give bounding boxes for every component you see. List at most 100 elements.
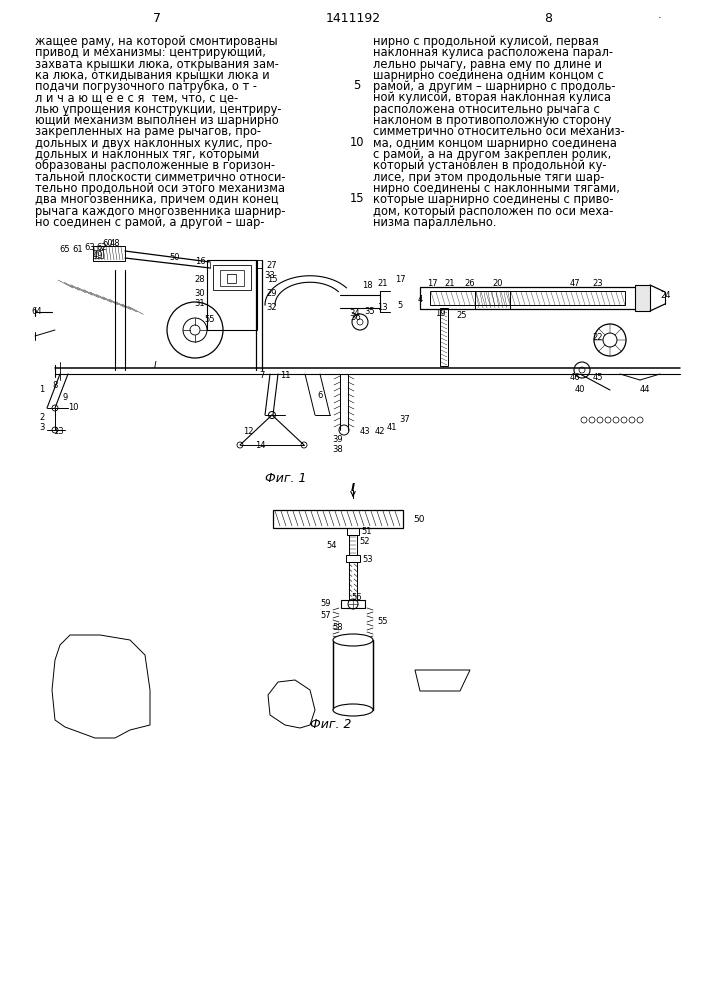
Bar (207, 260, 257, 330)
Text: .: . (658, 10, 662, 20)
Text: 24: 24 (660, 290, 670, 300)
Text: 56: 56 (351, 592, 362, 601)
Text: 44: 44 (640, 385, 650, 394)
Text: 50: 50 (413, 514, 424, 524)
Text: 65: 65 (59, 245, 70, 254)
Text: 57: 57 (320, 611, 331, 620)
Text: 17: 17 (427, 279, 438, 288)
Text: 6: 6 (317, 391, 322, 400)
Text: 15: 15 (350, 192, 364, 205)
Text: 49: 49 (93, 251, 103, 260)
Text: 12: 12 (243, 428, 253, 436)
Text: закрепленных на раме рычагов, про-: закрепленных на раме рычагов, про- (35, 125, 261, 138)
Text: нирно соединены с наклонными тягами,: нирно соединены с наклонными тягами, (373, 182, 620, 195)
Text: 22: 22 (592, 332, 603, 342)
Text: дольных и двух наклонных кулис, про-: дольных и двух наклонных кулис, про- (35, 137, 272, 150)
Text: 7: 7 (259, 371, 264, 380)
Text: шарнирно соединена одним концом с: шарнирно соединена одним концом с (373, 69, 604, 82)
Text: которые шарнирно соединены с приво-: которые шарнирно соединены с приво- (373, 193, 614, 206)
Text: 5: 5 (354, 79, 361, 92)
Text: 18: 18 (362, 280, 373, 290)
Ellipse shape (333, 704, 373, 716)
Text: 10: 10 (68, 403, 78, 412)
Bar (93, 250, 103, 258)
Text: лью упрощения конструкции, центриру-: лью упрощения конструкции, центриру- (35, 103, 281, 116)
Text: 13: 13 (53, 428, 64, 436)
Text: 40: 40 (575, 385, 585, 394)
Text: рычага каждого многозвенника шарнир-: рычага каждого многозвенника шарнир- (35, 205, 286, 218)
Text: 47: 47 (570, 278, 580, 288)
Text: 7: 7 (153, 11, 161, 24)
Text: 17: 17 (395, 275, 405, 284)
Text: ющий механизм выполнен из шарнирно: ющий механизм выполнен из шарнирно (35, 114, 279, 127)
Bar (213, 265, 251, 290)
Bar (346, 555, 360, 562)
Text: 21: 21 (445, 279, 455, 288)
Text: лисе, при этом продольные тяги шар-: лисе, при этом продольные тяги шар- (373, 171, 604, 184)
Bar (341, 600, 365, 608)
Text: 63: 63 (85, 243, 95, 252)
Bar (475, 291, 510, 309)
Text: 16: 16 (194, 257, 205, 266)
Text: нирно с продольной кулисой, первая: нирно с продольной кулисой, первая (373, 35, 599, 48)
Text: 35: 35 (365, 308, 375, 316)
Text: 19: 19 (435, 310, 445, 318)
Text: 29: 29 (267, 288, 277, 298)
Text: рамой, а другим – шарнирно с продоль-: рамой, а другим – шарнирно с продоль- (373, 80, 616, 93)
Text: Фиг. 1: Фиг. 1 (265, 472, 307, 485)
Text: образованы расположенные в горизон-: образованы расположенные в горизон- (35, 159, 275, 172)
Text: 54: 54 (327, 540, 337, 550)
Bar (420, 287, 640, 309)
Text: 53: 53 (362, 554, 373, 564)
Text: 14: 14 (255, 440, 265, 450)
Text: который установлен в продольной ку-: который установлен в продольной ку- (373, 159, 607, 172)
Text: ной кулисой, вторая наклонная кулиса: ной кулисой, вторая наклонная кулиса (373, 92, 611, 104)
Text: 26: 26 (464, 278, 475, 288)
Text: 23: 23 (592, 278, 603, 288)
Text: Фиг. 2: Фиг. 2 (310, 718, 351, 732)
Text: 10: 10 (350, 136, 364, 149)
Text: расположена относительно рычага с: расположена относительно рычага с (373, 103, 600, 116)
Text: I: I (153, 360, 156, 369)
Bar (349, 535, 357, 555)
Text: 55: 55 (377, 617, 387, 626)
Bar (93, 246, 125, 261)
Text: 8: 8 (52, 381, 58, 390)
Text: наклоном в противоположную сторону: наклоном в противоположную сторону (373, 114, 612, 127)
Text: 52: 52 (359, 538, 370, 546)
Text: 38: 38 (332, 446, 344, 454)
Text: подачи погрузочного патрубка, о т -: подачи погрузочного патрубка, о т - (35, 80, 257, 93)
Bar (440, 308, 448, 366)
Bar (220, 270, 244, 286)
Text: I: I (351, 483, 355, 493)
Text: привод и механизмы: центрирующий,: привод и механизмы: центрирующий, (35, 46, 266, 59)
Text: 33: 33 (264, 270, 275, 279)
Text: 25: 25 (457, 312, 467, 320)
Bar (349, 562, 357, 600)
Text: 8: 8 (544, 11, 552, 24)
Text: 48: 48 (110, 238, 120, 247)
Text: 1: 1 (40, 385, 45, 394)
Text: 59: 59 (320, 599, 331, 608)
Text: 30: 30 (194, 288, 205, 298)
Bar (256, 260, 262, 268)
Text: 27: 27 (267, 260, 277, 269)
Text: захвата крышки люка, открывания зам-: захвата крышки люка, открывания зам- (35, 58, 279, 71)
Text: 28: 28 (194, 275, 205, 284)
Text: тальной плоскости симметрично относи-: тальной плоскости симметрично относи- (35, 171, 286, 184)
Text: 34: 34 (350, 308, 361, 318)
Text: дольных и наклонных тяг, которыми: дольных и наклонных тяг, которыми (35, 148, 259, 161)
Text: 1411192: 1411192 (325, 11, 380, 24)
Text: 20: 20 (493, 279, 503, 288)
Bar (273, 510, 403, 528)
Text: жащее раму, на которой смонтированы: жащее раму, на которой смонтированы (35, 35, 278, 48)
Text: 61: 61 (73, 245, 83, 254)
Text: 58: 58 (332, 624, 343, 633)
Text: 64: 64 (32, 308, 42, 316)
Text: два многозвенника, причем один конец: два многозвенника, причем один конец (35, 193, 279, 206)
Text: 42: 42 (375, 428, 385, 436)
Text: 37: 37 (399, 416, 410, 424)
Text: 11: 11 (280, 371, 291, 380)
Bar (430, 291, 625, 305)
Text: 9: 9 (62, 393, 68, 402)
